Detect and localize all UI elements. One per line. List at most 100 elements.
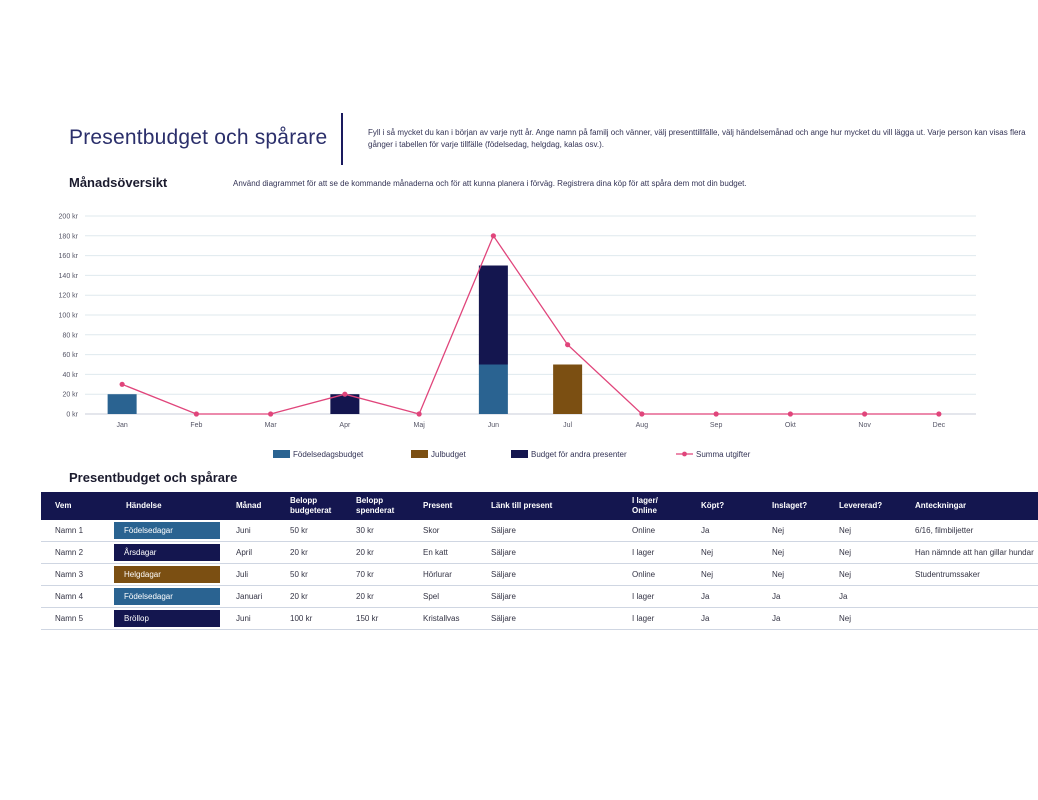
month-cell[interactable]: April	[222, 541, 276, 564]
event-tag[interactable]: Helgdagar	[114, 566, 220, 583]
legend-swatch	[273, 450, 290, 458]
bought-cell[interactable]: Nej	[687, 541, 758, 564]
stock-cell[interactable]: I lager	[618, 541, 687, 564]
link-cell[interactable]: Säljare	[477, 541, 618, 564]
x-tick-label: Feb	[190, 422, 202, 429]
stock-cell[interactable]: I lager	[618, 607, 687, 630]
event-cell[interactable]: Födelsedagar	[112, 520, 222, 542]
month-cell[interactable]: Juni	[222, 520, 276, 542]
bought-cell[interactable]: Ja	[687, 585, 758, 608]
column-header: Månad	[222, 492, 276, 520]
who-cell[interactable]: Namn 1	[41, 520, 112, 542]
line-point	[268, 411, 274, 417]
spent-cell[interactable]: 20 kr	[342, 541, 409, 564]
gift-cell[interactable]: Hörlurar	[409, 563, 477, 586]
column-header: I lager/ Online	[618, 492, 687, 520]
notes-cell[interactable]: Han nämnde att han gillar hundar	[901, 541, 1038, 564]
bought-cell[interactable]: Nej	[687, 563, 758, 586]
event-cell[interactable]: Bröllop	[112, 607, 222, 630]
link-cell[interactable]: Säljare	[477, 607, 618, 630]
monthly-overview-title: Månadsöversikt	[69, 175, 168, 190]
notes-cell[interactable]	[901, 585, 1038, 608]
spent-cell[interactable]: 70 kr	[342, 563, 409, 586]
wrapped-cell[interactable]: Ja	[758, 585, 825, 608]
budget-cell[interactable]: 50 kr	[276, 563, 342, 586]
notes-cell[interactable]: 6/16, filmbiljetter	[901, 520, 1038, 542]
who-cell[interactable]: Namn 2	[41, 541, 112, 564]
y-tick-label: 80 kr	[62, 332, 78, 339]
line-point	[862, 411, 868, 417]
y-tick-label: 60 kr	[62, 352, 78, 359]
notes-cell[interactable]: Studentrumssaker	[901, 563, 1038, 586]
event-tag[interactable]: Bröllop	[114, 610, 220, 627]
stock-cell[interactable]: I lager	[618, 585, 687, 608]
gift-cell[interactable]: En katt	[409, 541, 477, 564]
delivered-cell[interactable]: Nej	[825, 541, 901, 564]
bar	[478, 265, 508, 365]
column-header: Inslaget?	[758, 492, 825, 520]
spent-cell[interactable]: 30 kr	[342, 520, 409, 542]
who-cell[interactable]: Namn 3	[41, 563, 112, 586]
y-tick-label: 140 kr	[59, 273, 79, 280]
x-tick-label: Mar	[265, 422, 278, 429]
event-cell[interactable]: Helgdagar	[112, 563, 222, 586]
wrapped-cell[interactable]: Nej	[758, 541, 825, 564]
chart-line	[119, 233, 942, 417]
bought-cell[interactable]: Ja	[687, 607, 758, 630]
delivered-cell[interactable]: Nej	[825, 520, 901, 542]
gift-tracker-table: Vem Händelse Månad Belopp budgeterat Belopp …	[41, 492, 1038, 630]
table-row[interactable]: Namn 2 Årsdagar April 20 kr 20 kr En katt Sälj…	[41, 541, 1038, 564]
link-cell[interactable]: Säljare	[477, 520, 618, 542]
chart-note: Använd diagrammet för att se de kommande…	[233, 179, 747, 188]
who-cell[interactable]: Namn 4	[41, 585, 112, 608]
gift-cell[interactable]: Kristallvas	[409, 607, 477, 630]
line-point	[565, 342, 571, 348]
notes-cell[interactable]	[901, 607, 1038, 630]
bar	[478, 364, 508, 414]
column-header: Levererad?	[825, 492, 901, 520]
link-cell[interactable]: Säljare	[477, 585, 618, 608]
budget-cell[interactable]: 100 kr	[276, 607, 342, 630]
spent-cell[interactable]: 150 kr	[342, 607, 409, 630]
x-tick-label: Nov	[858, 422, 871, 429]
line-point	[193, 411, 199, 417]
x-tick-label: Dec	[933, 422, 946, 429]
table-row[interactable]: Namn 4 Födelsedagar Januari 20 kr 20 kr Spel S…	[41, 585, 1038, 608]
link-cell[interactable]: Säljare	[477, 563, 618, 586]
legend-swatch	[411, 450, 428, 458]
event-tag[interactable]: Födelsedagar	[114, 522, 220, 539]
budget-cell[interactable]: 20 kr	[276, 585, 342, 608]
bar	[107, 394, 137, 414]
month-cell[interactable]: Juni	[222, 607, 276, 630]
bar	[553, 364, 583, 414]
delivered-cell[interactable]: Nej	[825, 563, 901, 586]
delivered-cell[interactable]: Nej	[825, 607, 901, 630]
delivered-cell[interactable]: Ja	[825, 585, 901, 608]
event-tag[interactable]: Årsdagar	[114, 544, 220, 561]
y-axis-ticks: 0 kr 20 kr 40 kr 60 kr 80 kr 100 kr 120 kr 140 …	[59, 214, 79, 419]
gift-cell[interactable]: Spel	[409, 585, 477, 608]
event-tag[interactable]: Födelsedagar	[114, 588, 220, 605]
line-point	[713, 411, 719, 417]
stock-cell[interactable]: Online	[618, 563, 687, 586]
event-cell[interactable]: Födelsedagar	[112, 585, 222, 608]
stock-cell[interactable]: Online	[618, 520, 687, 542]
who-cell[interactable]: Namn 5	[41, 607, 112, 630]
bought-cell[interactable]: Ja	[687, 520, 758, 542]
event-cell[interactable]: Årsdagar	[112, 541, 222, 564]
x-axis-ticks: Jan Feb Mar Apr Maj Jun Jul Aug Sep Okt Nov Dec	[116, 422, 945, 429]
table-row[interactable]: Namn 5 Bröllop Juni 100 kr 150 kr Kristallvas…	[41, 607, 1038, 630]
gift-cell[interactable]: Skor	[409, 520, 477, 542]
budget-cell[interactable]: 50 kr	[276, 520, 342, 542]
wrapped-cell[interactable]: Nej	[758, 563, 825, 586]
month-cell[interactable]: Januari	[222, 585, 276, 608]
table-row[interactable]: Namn 3 Helgdagar Juli 50 kr 70 kr Hörlurar Säl…	[41, 563, 1038, 586]
wrapped-cell[interactable]: Nej	[758, 520, 825, 542]
budget-cell[interactable]: 20 kr	[276, 541, 342, 564]
table-row[interactable]: Namn 1 Födelsedagar Juni 50 kr 30 kr Skor Sälj…	[41, 520, 1038, 542]
line-point	[490, 233, 496, 239]
column-header: Köpt?	[687, 492, 758, 520]
month-cell[interactable]: Juli	[222, 563, 276, 586]
spent-cell[interactable]: 20 kr	[342, 585, 409, 608]
wrapped-cell[interactable]: Ja	[758, 607, 825, 630]
